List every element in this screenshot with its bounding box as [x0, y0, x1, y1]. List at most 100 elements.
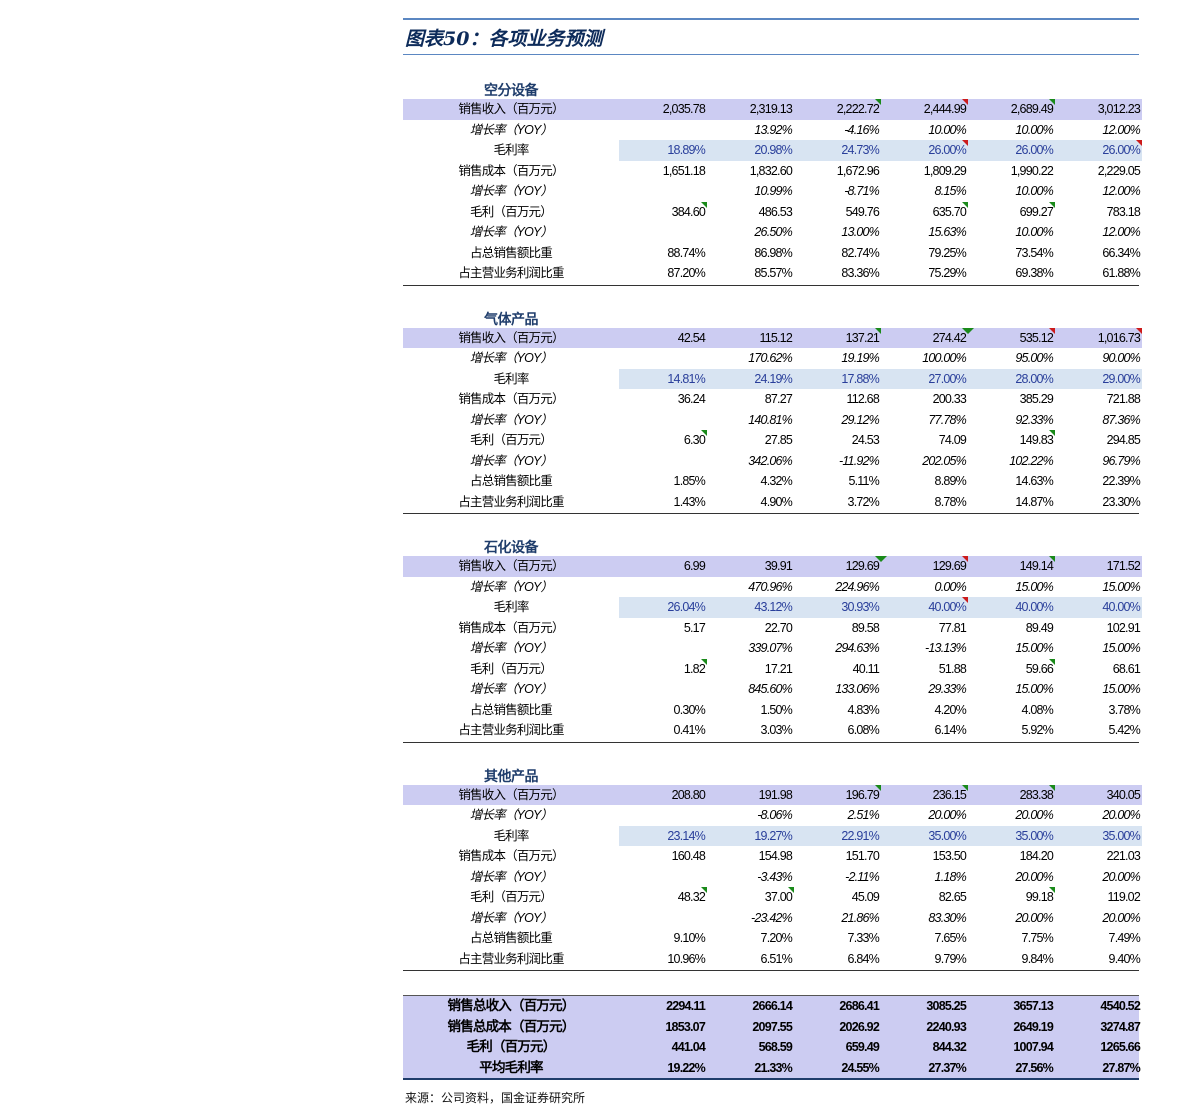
totals-cell: 3657.13	[1013, 999, 1053, 1013]
table-cell: 1.85%	[673, 474, 706, 488]
table-cell: 15.00%	[1102, 579, 1140, 594]
table-cell: -3.43%	[757, 869, 793, 884]
table-cell: 191.98	[707, 784, 794, 805]
table-cell: -2.11%	[845, 869, 880, 884]
table-cell: 86.98%	[754, 245, 792, 260]
table-cell: 82.65	[938, 890, 967, 904]
table-cell: 66.34%	[1102, 245, 1140, 260]
table-cell: 82.74%	[841, 245, 879, 260]
business-sections: 空分设备 销售收入（百万元） 2,035.78 2,319.13 2,222.72 2,4…	[403, 79, 1142, 971]
table-cell: 1.82	[619, 658, 707, 680]
table-cell	[619, 908, 707, 929]
table-row: 增长率（YOY） 140.81% 29.12% 77.78% 92.33% 87.36%	[403, 410, 1141, 431]
table-cell: 83.36%	[841, 266, 879, 280]
table-cell: -13.13%	[925, 641, 967, 655]
table-cell: 6.51%	[760, 951, 793, 966]
totals-row: 平均毛利率 19.22% 21.33% 24.55% 27.37% 27.56% 27.87…	[403, 1058, 1141, 1079]
table-row: 销售成本（百万元） 1,651.18 1,832.60 1,672.96 1,809.2…	[403, 161, 1140, 182]
row-label: 毛利（百万元）	[470, 661, 553, 676]
table-row: 毛利率 14.81% 24.19% 17.88% 27.00% 28.00% 29.00%	[403, 368, 1142, 389]
table-cell: 8.78%	[934, 494, 967, 509]
table-cell: 26.00%	[881, 140, 968, 161]
row-label: 毛利（百万元）	[470, 204, 553, 219]
table-cell: 112.68	[846, 392, 879, 406]
table-cell: -8.71%	[844, 184, 880, 198]
table-cell: 27.85	[764, 433, 793, 447]
table-cell	[619, 867, 707, 888]
table-cell: 149.14	[968, 556, 1055, 577]
row-label: 占主营业务利润比重	[458, 723, 564, 737]
table-cell: 4.20%	[934, 702, 967, 717]
table-cell: 385.29	[1019, 392, 1054, 406]
table-cell: 74.09	[938, 433, 967, 447]
row-label: 占总销售额比重	[470, 702, 553, 717]
table-cell: 1.18%	[934, 869, 967, 884]
table-cell: 15.00%	[1102, 682, 1140, 696]
table-cell	[619, 577, 707, 598]
table-cell: 208.80	[619, 784, 707, 805]
totals-cell: 844.32	[932, 1040, 967, 1054]
totals-cell: 19.22%	[667, 1060, 705, 1075]
table-cell: 87.36%	[1102, 412, 1140, 427]
table-cell: 845.60%	[748, 682, 793, 696]
table-row: 增长率（YOY） -8.06% 2.51% 20.00% 20.00% 20.00%	[403, 805, 1141, 826]
row-label: 增长率（YOY）	[469, 184, 553, 198]
table-cell: 129.69	[881, 556, 968, 577]
table-cell	[619, 222, 707, 243]
table-cell: 3.78%	[1108, 702, 1141, 717]
table-cell: 6.99	[619, 556, 707, 577]
table-cell: 87.27	[764, 392, 793, 406]
table-cell: 23.30%	[1102, 494, 1140, 509]
totals-cell: 2649.19	[1013, 1019, 1053, 1034]
table-cell: 100.00%	[922, 351, 967, 365]
table-cell: 15.00%	[1015, 579, 1053, 594]
table-cell: 1.43%	[673, 494, 706, 509]
table-cell: 51.88	[938, 661, 967, 676]
table-row: 销售成本（百万元） 36.24 87.27 112.68 200.33 385.29 721…	[403, 389, 1140, 410]
table-cell: 14.63%	[1015, 474, 1053, 488]
table-cell: 200.33	[932, 392, 967, 406]
table-cell: 75.29%	[928, 266, 966, 280]
table-cell: 69.38%	[1015, 266, 1053, 280]
table-cell: 184.20	[1019, 849, 1054, 863]
table-cell: 17.21	[764, 661, 793, 676]
table-cell: 35.00%	[968, 825, 1055, 846]
section-rule	[403, 970, 1139, 971]
row-label: 销售成本（百万元）	[458, 620, 564, 635]
table-cell: 384.60	[619, 201, 707, 223]
table-cell: 10.00%	[1015, 225, 1053, 239]
row-label: 销售收入（百万元）	[403, 556, 619, 577]
table-cell: 1,990.22	[1010, 163, 1054, 178]
table-cell: 7.49%	[1108, 931, 1141, 945]
table-row: 毛利率 26.04% 43.12% 30.93% 40.00% 40.00% 40.00%	[403, 597, 1142, 618]
table-cell: 12.00%	[1102, 184, 1140, 198]
table-cell: 153.50	[932, 849, 967, 863]
table-row: 占总销售额比重 1.85% 4.32% 5.11% 8.89% 14.63% 22.39%	[403, 471, 1141, 492]
row-label: 销售收入（百万元）	[403, 327, 619, 348]
table-cell: 10.00%	[1015, 122, 1053, 137]
totals-cell: 27.37%	[928, 1060, 966, 1075]
table-cell: 154.98	[758, 849, 793, 863]
table-row: 增长率（YOY） 845.60% 133.06% 29.33% 15.00% 15.00%	[403, 679, 1141, 700]
table-cell: 5.11%	[848, 474, 879, 488]
totals-label: 毛利（百万元）	[466, 1039, 557, 1054]
totals-cell: 2294.11	[666, 999, 706, 1013]
table-cell: 342.06%	[748, 453, 793, 468]
table-cell: 10.96%	[667, 951, 705, 966]
table-cell	[619, 181, 707, 202]
totals-cell: 2240.93	[926, 1019, 966, 1034]
section-block: 石化设备 销售收入（百万元） 6.99 39.91 129.69 129.69 149.14…	[403, 536, 1142, 743]
table-row: 占主营业务利润比重 0.41% 3.03% 6.08% 6.14% 5.92% 5.42%	[403, 720, 1140, 741]
row-label: 销售成本（百万元）	[458, 163, 564, 178]
table-cell: 1,809.29	[923, 163, 967, 178]
row-label: 增长率（YOY）	[469, 412, 553, 427]
table-cell: 29.00%	[1055, 368, 1142, 389]
totals-label: 平均毛利率	[479, 1059, 543, 1075]
table-cell: 8.15%	[934, 184, 967, 198]
row-label: 占主营业务利润比重	[458, 951, 564, 966]
row-label: 占总销售额比重	[470, 931, 553, 945]
table-cell: 42.54	[619, 327, 707, 348]
table-cell: 48.32	[619, 887, 707, 908]
table-row: 占主营业务利润比重 1.43% 4.90% 3.72% 8.78% 14.87% 23.30…	[403, 492, 1140, 513]
table-cell: 129.69	[794, 556, 881, 577]
